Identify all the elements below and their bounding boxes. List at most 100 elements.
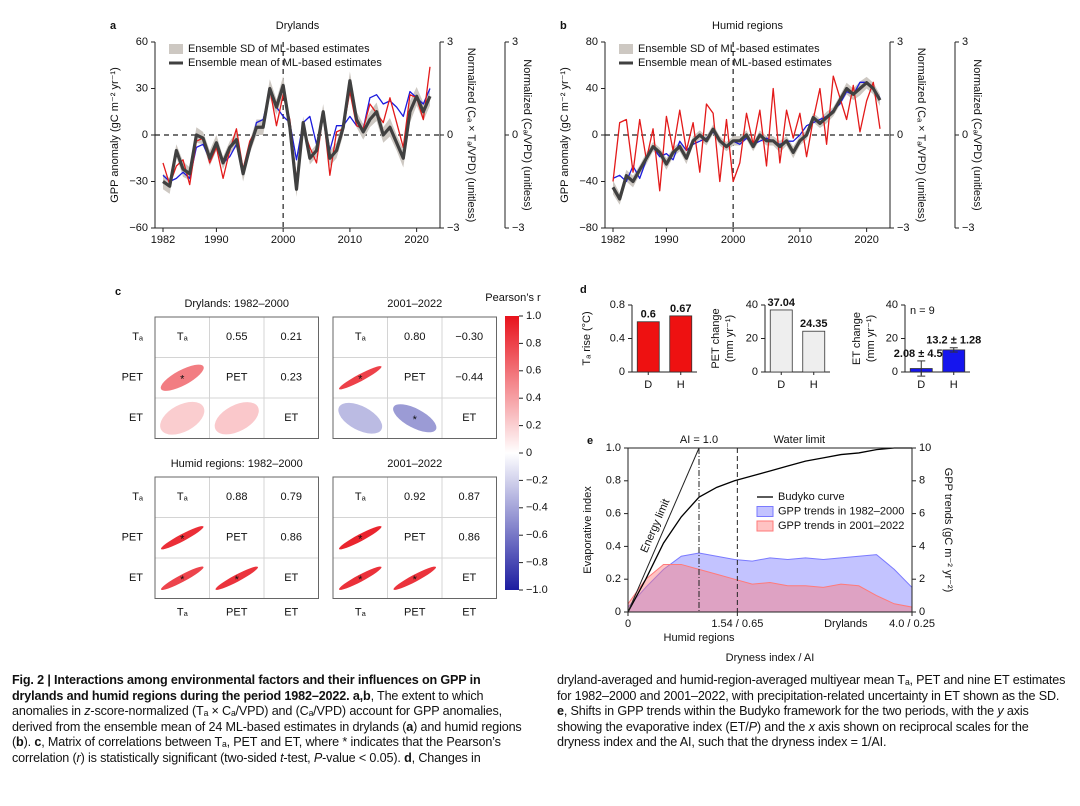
tick-label: −40 bbox=[579, 175, 598, 187]
tick-label: 40 bbox=[586, 82, 598, 94]
tick-label: 3 bbox=[897, 36, 903, 48]
caption-text: , The extent to which anomalies in bbox=[12, 688, 484, 719]
tick-label: 0.4 bbox=[606, 540, 621, 552]
series-line bbox=[611, 81, 882, 201]
caption-text: ) and humid regions ( bbox=[12, 719, 522, 750]
trend-area bbox=[627, 563, 913, 613]
caption-text: , Shifts in GPP trends within the Budyko… bbox=[563, 704, 998, 719]
bar bbox=[636, 321, 660, 373]
variable-label: Tₐ bbox=[177, 491, 189, 503]
x-tick-label: 2020 bbox=[404, 234, 428, 246]
significance-mark: * bbox=[358, 374, 363, 386]
x-tick-label: 1982 bbox=[151, 234, 175, 246]
caption-text: y bbox=[997, 704, 1004, 719]
tick-label: 2 bbox=[919, 573, 925, 585]
caption-text: axis shown on reciprocal scales for the … bbox=[557, 719, 1029, 750]
tick-label: 0 bbox=[447, 129, 453, 141]
y2-axis-label: GPP trends (gC m⁻² yr⁻²) bbox=[942, 468, 954, 592]
caption-text: Fig. 2 | Interactions among environmenta… bbox=[12, 673, 481, 703]
x-axis-label: Dryness index / AI bbox=[726, 652, 815, 664]
legend-label: GPP trends in 2001–2022 bbox=[778, 520, 904, 532]
panel-letter: d bbox=[580, 284, 587, 296]
caption-text: , Matrix of correlations between Tₐ, PET… bbox=[12, 735, 501, 765]
tick-label: 40 bbox=[746, 299, 758, 311]
tick-label: 80 bbox=[586, 36, 598, 48]
x-tick-label: 2000 bbox=[721, 234, 745, 246]
caption-text: axis showing the evaporative index (ET/ bbox=[557, 704, 1029, 734]
x-tick-label: H bbox=[810, 379, 818, 391]
caption-text: , Changes in dryland-averaged and humid-… bbox=[411, 673, 1066, 765]
correlation-value: 0.88 bbox=[226, 491, 247, 503]
correlation-value: 0.21 bbox=[281, 331, 302, 343]
tick-label: 0.6 bbox=[526, 365, 541, 377]
column-label: ET bbox=[462, 606, 476, 618]
y-axis-label: GPP anomaly (gC m⁻² yr⁻¹) bbox=[559, 67, 571, 203]
correlation-ellipse bbox=[160, 401, 205, 435]
correlation-ellipse bbox=[338, 402, 383, 434]
panel-letter: c bbox=[115, 286, 121, 298]
x-tick-label: 2020 bbox=[854, 234, 878, 246]
tick-label: 3 bbox=[962, 36, 968, 48]
legend-swatch bbox=[756, 506, 774, 517]
tick-label: 0.6 bbox=[606, 508, 621, 520]
variable-label: PET bbox=[226, 372, 248, 384]
legend-label: Ensemble SD of ML-based estimates bbox=[188, 43, 370, 55]
x-tick-label: 1.54 / 0.65 bbox=[711, 618, 763, 630]
correlation-ellipse bbox=[214, 402, 259, 435]
caption-text: ). bbox=[23, 735, 35, 750]
variable-label: ET bbox=[284, 412, 298, 424]
variable-label: PET bbox=[226, 532, 248, 544]
annotation: Energy limit bbox=[638, 497, 672, 555]
column-label: PET bbox=[226, 606, 248, 618]
column-label: PET bbox=[404, 606, 426, 618]
tick-label: 0 bbox=[962, 129, 968, 141]
matrix-title: Humid regions: 1982–2000 bbox=[171, 458, 303, 470]
tick-label: −0.6 bbox=[526, 529, 548, 541]
tick-label: 10 bbox=[919, 442, 931, 454]
tick-label: 0.4 bbox=[610, 332, 625, 344]
tick-label: 0 bbox=[615, 606, 621, 618]
matrix-frame bbox=[154, 316, 319, 439]
tick-label: 0 bbox=[752, 366, 758, 378]
panel-letter: a bbox=[110, 20, 117, 32]
tick-label: 4 bbox=[919, 540, 925, 552]
legend-label: Budyko curve bbox=[778, 491, 845, 503]
tick-label: 0 bbox=[919, 606, 925, 618]
tick-label: −0.2 bbox=[526, 474, 548, 486]
tick-label: 0 bbox=[526, 447, 532, 459]
y-axis-label: Tₐ rise (°C) bbox=[581, 311, 593, 365]
tick-label: 0.8 bbox=[610, 299, 625, 311]
y-axis-label: (mm yr⁻¹) bbox=[865, 315, 877, 362]
bar bbox=[802, 330, 826, 373]
reference-label: AI = 1.0 bbox=[680, 434, 718, 446]
x-tick-label: 0 bbox=[625, 618, 631, 630]
significance-mark: * bbox=[180, 574, 185, 586]
legend-label: GPP trends in 1982–2000 bbox=[778, 505, 904, 517]
legend-label: Ensemble SD of ML-based estimates bbox=[638, 43, 820, 55]
tick-label: −3 bbox=[447, 222, 460, 234]
tick-label: −3 bbox=[512, 222, 525, 234]
caption-text: z bbox=[84, 704, 91, 719]
series-line bbox=[612, 75, 881, 192]
row-label: ET bbox=[129, 412, 143, 424]
column-label: Tₐ bbox=[177, 606, 189, 618]
matrix-frame bbox=[332, 476, 497, 599]
bar bbox=[942, 349, 966, 373]
y-axis-label: Evaporative index bbox=[582, 486, 594, 574]
correlation-ellipse bbox=[338, 366, 382, 390]
bar bbox=[669, 315, 693, 373]
tick-label: −60 bbox=[129, 222, 148, 234]
caption-text: b bbox=[16, 735, 24, 750]
caption-text: c bbox=[34, 735, 42, 750]
correlation-value: 0.86 bbox=[281, 532, 302, 544]
caption-text: x bbox=[808, 719, 815, 734]
correlation-ellipse bbox=[160, 566, 204, 590]
matrix-frame bbox=[332, 316, 497, 439]
caption-text: ) and the bbox=[756, 719, 809, 734]
tick-label: 0.8 bbox=[606, 475, 621, 487]
tick-label: −0.8 bbox=[526, 557, 548, 569]
caption-text: -test, bbox=[283, 750, 314, 765]
variable-label: ET bbox=[462, 412, 476, 424]
significance-mark: * bbox=[235, 574, 240, 586]
